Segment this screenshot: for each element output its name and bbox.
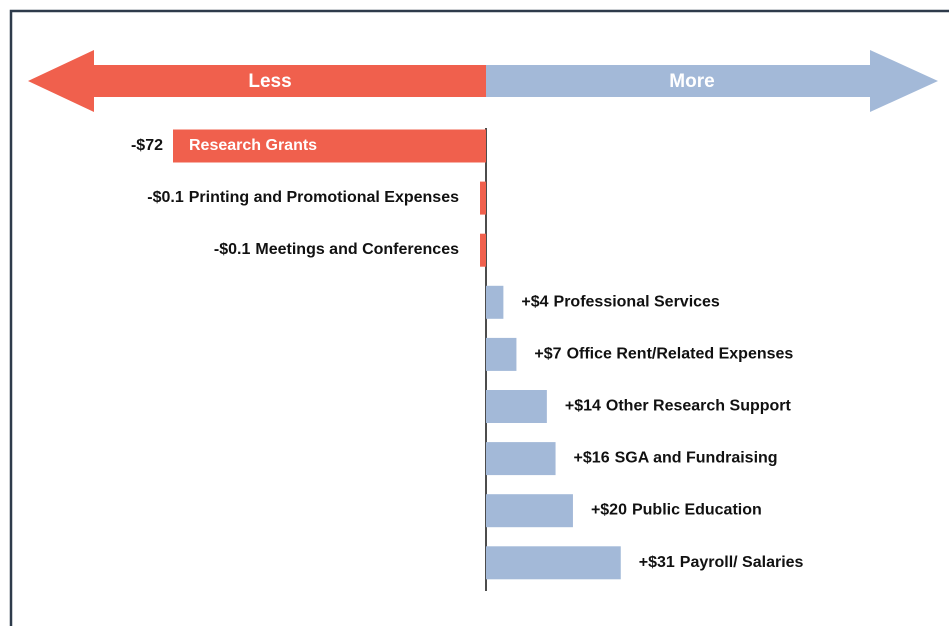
value-label: -$0.1 (147, 189, 184, 206)
bar (173, 129, 486, 163)
more-label: More (669, 71, 714, 92)
category-label: Public Education (632, 502, 762, 519)
value-label: +$31 (639, 554, 675, 571)
category-label: Meetings and Conferences (255, 241, 459, 258)
bar-label: +$20 Public Education (591, 502, 762, 519)
value-label: +$4 (521, 294, 548, 311)
category-label: Other Research Support (606, 398, 792, 415)
value-label: -$72 (131, 137, 163, 154)
bar (486, 390, 547, 423)
category-label: Payroll/ Salaries (680, 554, 804, 571)
bar (486, 337, 517, 371)
category-label: Printing and Promotional Expenses (189, 189, 459, 206)
category-label: Office Rent/Related Expenses (567, 346, 794, 363)
value-label: +$20 (591, 502, 627, 519)
value-label: -$0.1 (214, 241, 251, 258)
value-label: +$7 (534, 346, 561, 363)
category-label: Research Grants (189, 137, 317, 154)
more-arrow (486, 50, 938, 112)
bar (486, 285, 504, 319)
bar-label: -$0.1 Meetings and Conferences (214, 241, 459, 258)
bar-label: +$7 Office Rent/Related Expenses (534, 346, 793, 363)
frame (9, 9, 949, 626)
bar (486, 442, 556, 476)
bar-label: -$0.1 Printing and Promotional Expenses (147, 189, 459, 206)
less-label: Less (248, 71, 291, 92)
bar (486, 546, 621, 580)
category-label: SGA and Fundraising (615, 450, 778, 467)
bar (480, 181, 486, 215)
bar-label: +$4 Professional Services (521, 294, 720, 311)
value-label: +$16 (574, 450, 610, 467)
bar-label: +$31 Payroll/ Salaries (639, 554, 804, 571)
bar (486, 494, 573, 528)
bar (480, 233, 486, 267)
bar-label: +$16 SGA and Fundraising (574, 450, 778, 467)
value-label: +$14 (565, 398, 601, 415)
less-arrow (28, 50, 486, 112)
bar-label: +$14 Other Research Support (565, 398, 792, 415)
category-label: Professional Services (554, 294, 720, 311)
